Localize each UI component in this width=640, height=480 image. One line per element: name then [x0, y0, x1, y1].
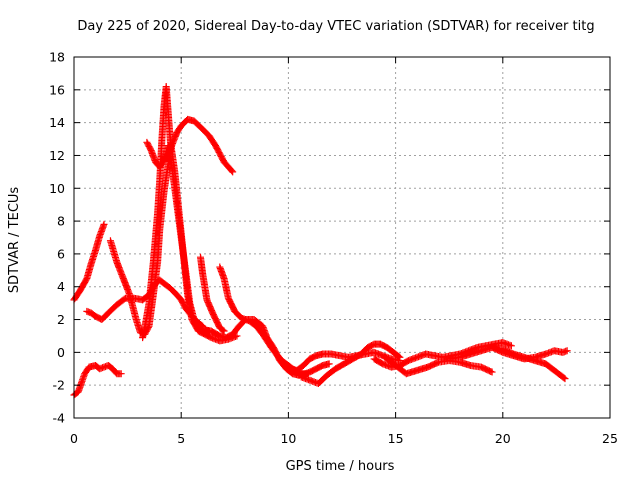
data-point: [487, 367, 495, 375]
axis-ticks: 0 5 10 15 20 25 -4 -2 0 2 4 6 8 10 12 14 16 18: [49, 50, 618, 447]
data-point: [507, 342, 515, 350]
y-tick-label: 14: [49, 115, 65, 130]
series-sat-b: [70, 220, 108, 304]
data-point: [228, 167, 236, 175]
data-point: [100, 220, 108, 228]
data-point: [325, 360, 333, 368]
data-point: [395, 352, 403, 360]
series-sat-k: [297, 340, 404, 388]
chart-title: Day 225 of 2020, Sidereal Day-to-day VTE…: [77, 19, 594, 34]
y-tick-label: 2: [57, 312, 65, 327]
y-tick-label: 12: [49, 148, 65, 163]
y-axis-label: SDTVAR / TECUs: [7, 187, 22, 294]
y-tick-label: 10: [49, 181, 65, 196]
plot-area: [70, 83, 571, 399]
data-point: [396, 353, 404, 361]
grid: [74, 57, 610, 418]
y-tick-label: 16: [49, 82, 65, 97]
series-sat-f: [143, 138, 213, 335]
series-sat-a: [70, 361, 125, 399]
y-tick-label: -2: [53, 378, 65, 393]
data-point: [488, 368, 496, 376]
series-sat-o: [488, 343, 571, 363]
x-tick-label: 5: [177, 431, 185, 446]
x-tick-label: 25: [602, 431, 618, 446]
y-tick-label: 6: [57, 246, 65, 261]
x-tick-label: 10: [280, 431, 296, 446]
series-sat-m: [381, 353, 496, 378]
series-sat-g: [197, 253, 228, 335]
x-tick-label: 15: [388, 431, 404, 446]
y-tick-label: 18: [49, 50, 65, 65]
y-tick-label: -4: [53, 411, 66, 426]
data-point: [220, 327, 228, 335]
data-point: [229, 168, 237, 176]
data-point: [563, 347, 571, 355]
data-point: [117, 370, 125, 378]
y-tick-label: 0: [57, 345, 65, 360]
data-point: [219, 326, 227, 334]
x-axis-label: GPS time / hours: [286, 459, 395, 474]
x-tick-label: 20: [495, 431, 511, 446]
y-tick-label: 8: [57, 214, 65, 229]
data-point: [560, 374, 568, 382]
data-point: [561, 375, 569, 383]
y-tick-label: 4: [57, 279, 65, 294]
plot-frame: [73, 56, 611, 419]
x-tick-label: 0: [70, 431, 78, 446]
